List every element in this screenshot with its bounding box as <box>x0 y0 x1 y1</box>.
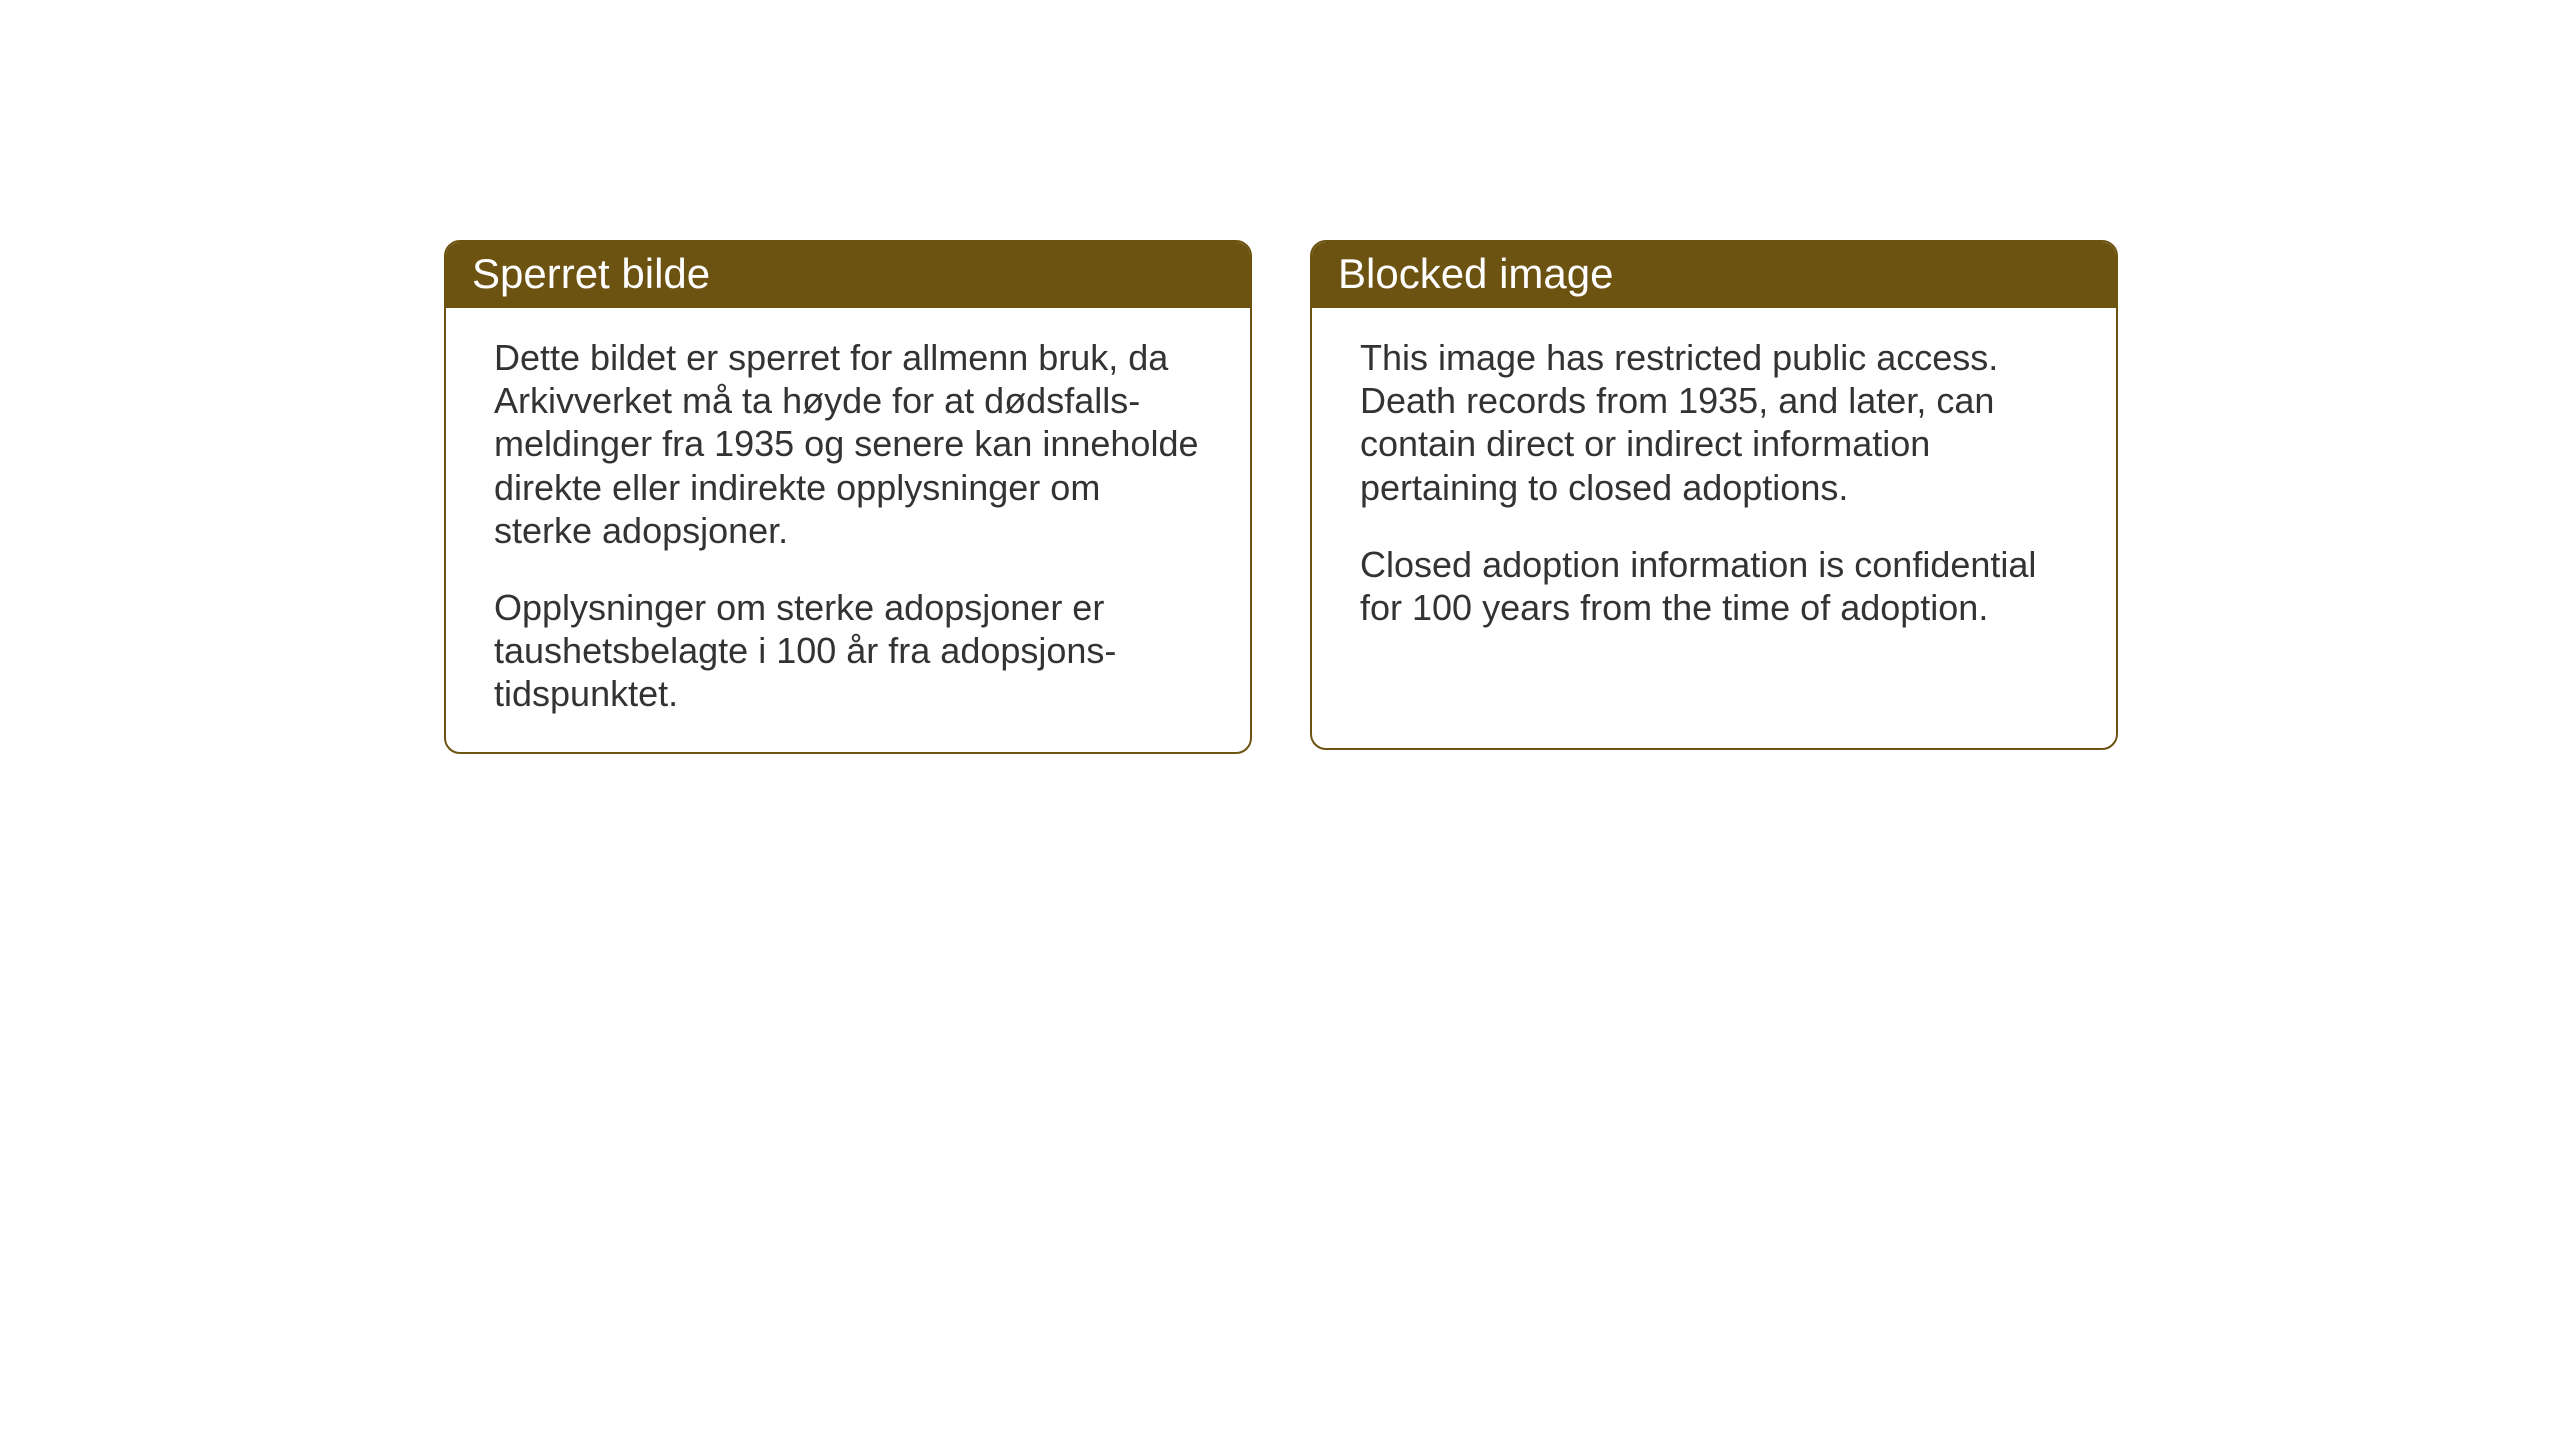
card-header-norwegian: Sperret bilde <box>446 242 1250 308</box>
card-paragraph-english-1: This image has restricted public access.… <box>1360 336 2068 509</box>
notice-card-norwegian: Sperret bilde Dette bildet er sperret fo… <box>444 240 1252 754</box>
card-header-english: Blocked image <box>1312 242 2116 308</box>
notice-card-english: Blocked image This image has restricted … <box>1310 240 2118 750</box>
card-paragraph-norwegian-1: Dette bildet er sperret for allmenn bruk… <box>494 336 1202 552</box>
card-title-english: Blocked image <box>1338 250 1613 297</box>
card-body-norwegian: Dette bildet er sperret for allmenn bruk… <box>446 308 1250 752</box>
card-paragraph-norwegian-2: Opplysninger om sterke adopsjoner er tau… <box>494 586 1202 716</box>
card-paragraph-english-2: Closed adoption information is confident… <box>1360 543 2068 629</box>
notice-cards-container: Sperret bilde Dette bildet er sperret fo… <box>444 240 2118 754</box>
card-body-english: This image has restricted public access.… <box>1312 308 2116 665</box>
card-title-norwegian: Sperret bilde <box>472 250 710 297</box>
